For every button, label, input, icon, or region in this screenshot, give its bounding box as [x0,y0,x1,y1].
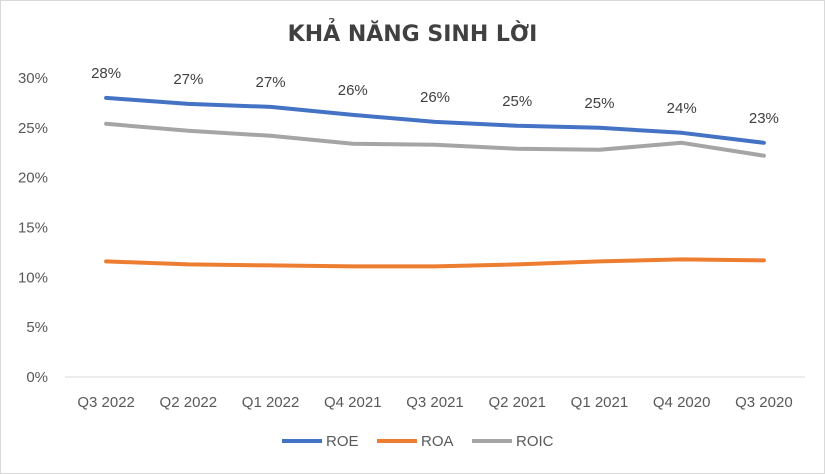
x-tick-label: Q4 2021 [324,394,382,411]
y-tick-label: 15% [18,220,48,237]
chart-title: KHẢ NĂNG SINH LỜI [287,22,538,47]
data-label-roe: 26% [338,82,368,99]
data-label-roe: 25% [502,93,532,110]
data-label-roe: 25% [584,95,614,112]
x-tick-label: Q1 2022 [242,394,300,411]
data-label-roe: 24% [667,100,697,117]
legend-label-roe: ROE [326,433,359,450]
x-tick-label: Q2 2021 [488,394,546,411]
series-line-roa [104,257,766,269]
data-label-roe: 27% [173,71,203,88]
series-line-roe [104,95,766,145]
x-tick-label: Q4 2020 [653,394,711,411]
x-tick-label: Q3 2021 [406,394,464,411]
y-tick-label: 25% [18,120,48,137]
data-label-roe: 23% [749,110,779,127]
x-tick-label: Q3 2020 [735,394,793,411]
y-tick-label: 0% [26,369,48,386]
x-tick-label: Q1 2021 [571,394,629,411]
y-tick-label: 5% [26,319,48,336]
legend-label-roic: ROIC [516,433,554,450]
data-label-roe: 28% [91,65,121,82]
y-tick-label: 30% [18,70,48,87]
data-label-roe: 26% [420,89,450,106]
legend-label-roa: ROA [421,433,454,450]
x-tick-label: Q2 2022 [160,394,218,411]
x-tick-label: Q3 2022 [77,394,135,411]
series-line-roic [104,121,766,158]
data-label-roe: 27% [256,74,286,91]
y-tick-label: 10% [18,269,48,286]
y-tick-label: 20% [18,170,48,187]
